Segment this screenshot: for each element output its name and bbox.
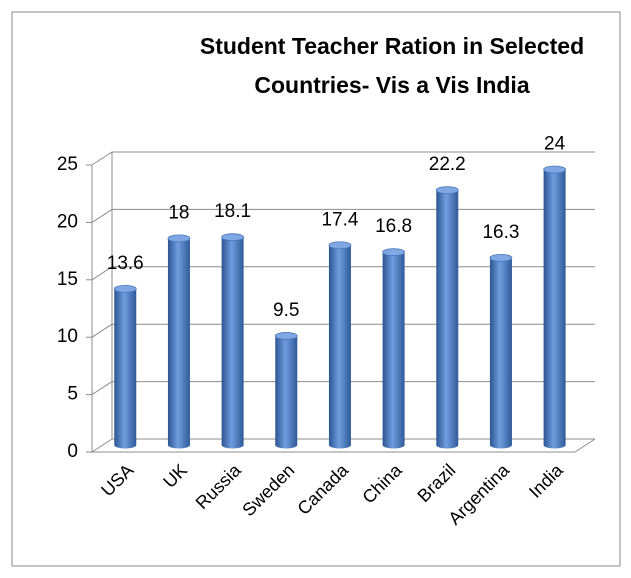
value-label: 16.3 — [482, 222, 519, 243]
x-tick-label: Russia — [192, 459, 246, 513]
grid-line — [91, 438, 113, 453]
grid-line — [91, 208, 113, 223]
value-label: 18.1 — [214, 201, 251, 222]
grid-line — [91, 381, 113, 396]
grid-line — [91, 323, 113, 338]
y-tick-label: 10 — [57, 326, 78, 347]
bar — [328, 241, 352, 449]
bar — [382, 248, 406, 449]
chart-title: Student Teacher Ration in Selected — [200, 33, 584, 59]
value-label: 17.4 — [321, 209, 358, 230]
value-label: 18 — [168, 202, 189, 223]
value-label: 13.6 — [107, 253, 144, 274]
x-tick-label: China — [358, 459, 406, 507]
chart-title: Countries- Vis a Vis India — [254, 72, 529, 98]
floor-right — [574, 438, 596, 453]
x-tick-label: Brazil — [413, 460, 459, 506]
bar — [221, 233, 245, 449]
value-label: 22.2 — [429, 154, 466, 175]
grid-line — [91, 151, 113, 166]
value-label: 9.5 — [273, 300, 299, 321]
value-label: 24 — [544, 133, 566, 154]
grid-line — [91, 266, 113, 281]
bar — [543, 165, 567, 449]
bar — [167, 234, 191, 449]
x-tick-label: UK — [159, 460, 191, 492]
y-tick-label: 15 — [57, 269, 78, 290]
value-label: 16.8 — [375, 216, 412, 237]
x-tick-label: Canada — [293, 459, 352, 518]
y-tick-label: 25 — [57, 154, 78, 175]
y-tick-label: 20 — [57, 211, 78, 232]
bar — [489, 253, 513, 449]
x-tick-label: USA — [97, 460, 137, 500]
y-tick-label: 5 — [67, 384, 78, 405]
chart-frame — [11, 11, 621, 567]
x-tick-label: Sweden — [238, 460, 298, 520]
y-tick-label: 0 — [67, 441, 78, 462]
bar — [274, 332, 298, 449]
bar — [435, 186, 459, 449]
bar — [113, 284, 137, 449]
x-tick-label: India — [525, 459, 567, 501]
